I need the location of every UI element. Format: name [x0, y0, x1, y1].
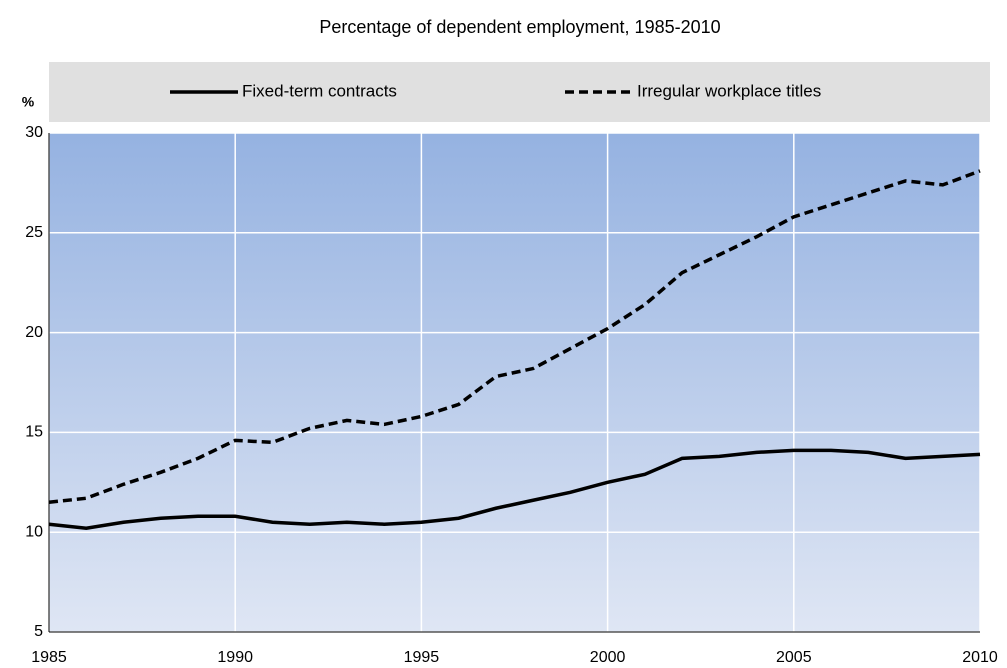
legend-label: Irregular workplace titles [637, 81, 821, 100]
y-tick-label: 10 [25, 523, 43, 540]
y-tick-label: 5 [34, 623, 43, 640]
x-tick-label: 2010 [962, 649, 998, 666]
chart-title: Percentage of dependent employment, 1985… [319, 17, 720, 37]
x-tick-label: 2000 [590, 649, 626, 666]
y-tick-label: 15 [25, 424, 43, 441]
y-tick-label: 25 [25, 224, 43, 241]
y-tick-label: 20 [25, 324, 43, 341]
x-tick-label: 2005 [776, 649, 812, 666]
series-line [48, 448, 981, 530]
y-tick-label: 30 [25, 124, 43, 141]
y-axis-label: % [22, 94, 35, 110]
plot-area [49, 133, 980, 632]
x-tick-label: 1985 [31, 649, 67, 666]
series-line [48, 169, 981, 505]
x-tick-label: 1990 [217, 649, 253, 666]
legend-label: Fixed-term contracts [242, 81, 397, 100]
x-tick-label: 1995 [404, 649, 440, 666]
